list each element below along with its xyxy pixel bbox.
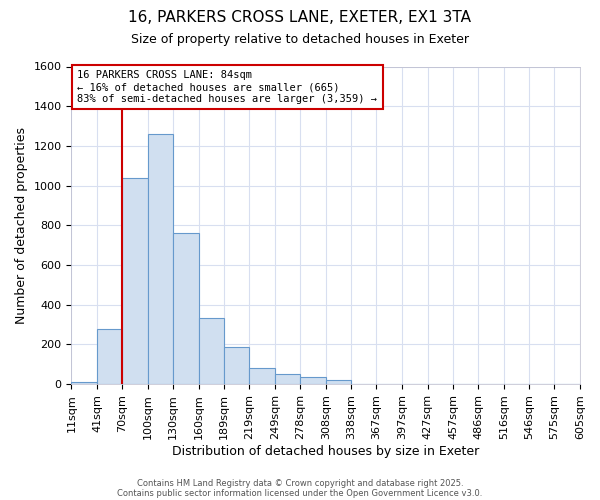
Bar (326, 380, 352, 384)
Text: Size of property relative to detached houses in Exeter: Size of property relative to detached ho… (131, 32, 469, 46)
Bar (224, 348, 250, 384)
Bar (250, 368, 275, 384)
Bar (122, 178, 148, 384)
Text: 16 PARKERS CROSS LANE: 84sqm
← 16% of detached houses are smaller (665)
83% of s: 16 PARKERS CROSS LANE: 84sqm ← 16% of de… (77, 70, 377, 104)
Bar (199, 318, 224, 384)
Bar (97, 328, 122, 384)
Y-axis label: Number of detached properties: Number of detached properties (15, 127, 28, 324)
Text: 16, PARKERS CROSS LANE, EXETER, EX1 3TA: 16, PARKERS CROSS LANE, EXETER, EX1 3TA (128, 10, 472, 25)
Bar (173, 233, 199, 384)
X-axis label: Distribution of detached houses by size in Exeter: Distribution of detached houses by size … (172, 444, 479, 458)
Text: Contains HM Land Registry data © Crown copyright and database right 2025.: Contains HM Land Registry data © Crown c… (137, 478, 463, 488)
Bar (300, 377, 326, 384)
Text: Contains public sector information licensed under the Open Government Licence v3: Contains public sector information licen… (118, 488, 482, 498)
Bar (71, 382, 97, 384)
Bar (275, 374, 300, 384)
Bar (148, 134, 173, 384)
